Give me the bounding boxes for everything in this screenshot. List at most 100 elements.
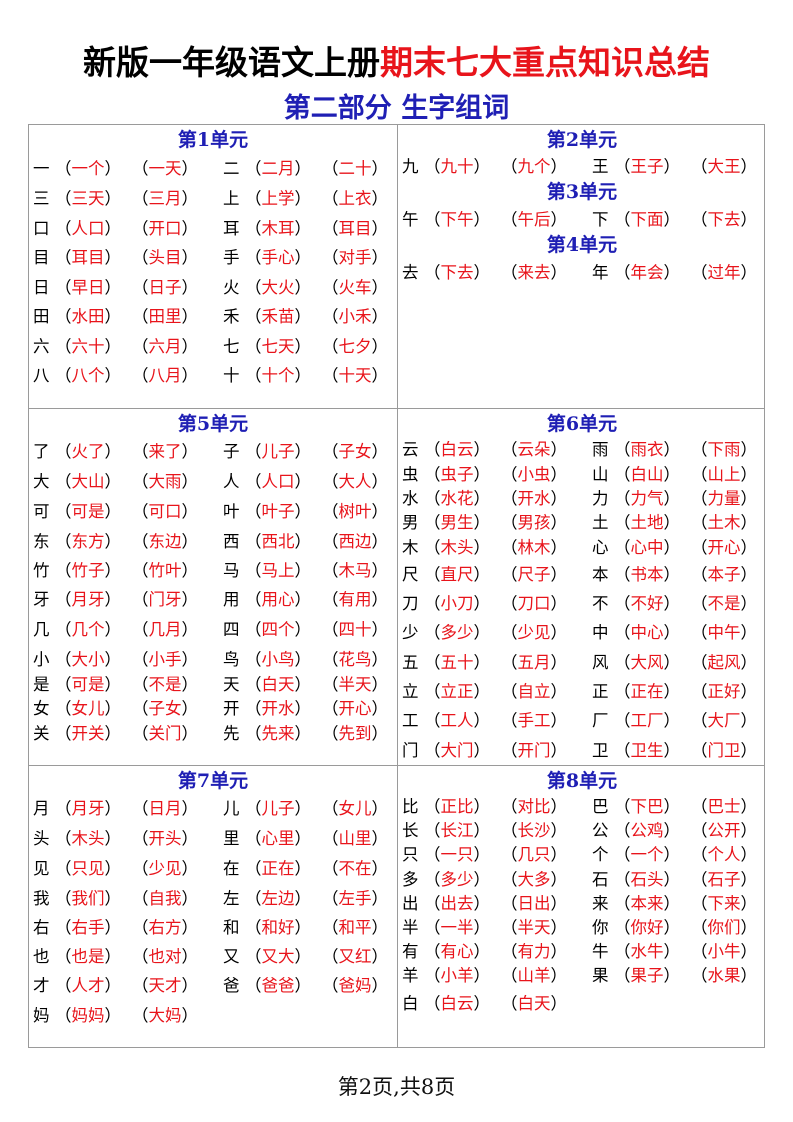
word: 工厂 bbox=[630, 711, 664, 730]
vocab-entry: 卫 （卫生） （门卫） bbox=[592, 739, 768, 763]
vocab-row: 长 （长江） （长沙） 公 （公鸡） （公开） bbox=[402, 819, 766, 843]
character: 左 bbox=[223, 889, 240, 908]
character: 见 bbox=[33, 859, 50, 878]
word: 用心 bbox=[261, 590, 295, 609]
vocab-entry: 儿 （儿子） （女儿） bbox=[223, 797, 399, 821]
word-group: （下午） bbox=[424, 210, 490, 229]
word-group: （下面） bbox=[614, 210, 680, 229]
character: 公 bbox=[592, 821, 609, 840]
word-group: （中心） bbox=[614, 623, 680, 642]
title-red-part: 期末七大重点知识总结 bbox=[380, 43, 710, 82]
vocab-entry: 日 （早日） （日子） bbox=[33, 276, 209, 300]
vocab-row: 八 （八个） （八月） 十 （十个） （十天） bbox=[33, 364, 397, 388]
word: 人口 bbox=[71, 219, 105, 238]
word: 山上 bbox=[707, 465, 741, 484]
word-group: （门牙） bbox=[132, 590, 198, 609]
word-group: （竹子） bbox=[55, 561, 121, 580]
word-group: （田里） bbox=[132, 307, 198, 326]
word-group: （人口） bbox=[55, 219, 121, 238]
word-group: （大王） bbox=[691, 157, 757, 176]
word-group: （小羊） bbox=[424, 966, 490, 985]
word: 竹子 bbox=[71, 561, 105, 580]
word-group: （四十） bbox=[322, 620, 388, 639]
character: 马 bbox=[223, 561, 240, 580]
character: 儿 bbox=[223, 799, 240, 818]
character: 才 bbox=[33, 976, 50, 995]
character: 西 bbox=[223, 532, 240, 551]
word: 白天 bbox=[261, 675, 295, 694]
word: 王子 bbox=[630, 157, 664, 176]
word-group: （林木） bbox=[501, 538, 567, 557]
word-group: （六十） bbox=[55, 337, 121, 356]
word-group: （大门） bbox=[424, 741, 490, 760]
word-group: （白云） bbox=[424, 440, 490, 459]
word: 小刀 bbox=[440, 594, 474, 613]
word: 七天 bbox=[261, 337, 295, 356]
character: 女 bbox=[33, 699, 50, 718]
word: 树叶 bbox=[338, 502, 372, 521]
word-group: （下去） bbox=[691, 210, 757, 229]
vocab-entry: 心 （心中） （开心） bbox=[592, 536, 768, 560]
word: 也是 bbox=[71, 947, 105, 966]
word-group: （尺子） bbox=[501, 565, 567, 584]
vocabulary-table: 第1单元一 （一个） （一天） 二 （二月） （二十） 三 （三天） （三月） 上 （上学） （上衣）… bbox=[28, 124, 765, 1048]
character: 半 bbox=[402, 918, 419, 937]
word: 土木 bbox=[707, 513, 741, 532]
vocab-entry: 才 （人才） （天才） bbox=[33, 974, 209, 998]
vocab-row: 牙 （月牙） （门牙） 用 （用心） （有用） bbox=[33, 588, 397, 612]
word: 巴士 bbox=[707, 797, 741, 816]
vocab-entry: 风 （大风） （起风） bbox=[592, 651, 768, 675]
word-group: （大妈） bbox=[132, 1006, 198, 1025]
character: 耳 bbox=[223, 219, 240, 238]
word: 左边 bbox=[261, 889, 295, 908]
word: 石头 bbox=[630, 870, 664, 889]
word-group: （午后） bbox=[501, 210, 567, 229]
vocab-entry: 正 （正在） （正好） bbox=[592, 680, 768, 704]
word-group: （心中） bbox=[614, 538, 680, 557]
vocab-entry: 又 （又大） （又红） bbox=[223, 945, 399, 969]
word-group: （山羊） bbox=[501, 966, 567, 985]
word: 土地 bbox=[630, 513, 664, 532]
word-group: （出去） bbox=[424, 894, 490, 913]
vocab-entry: 白 （白云） （白天） bbox=[402, 992, 578, 1016]
word: 下巴 bbox=[630, 797, 664, 816]
word-group: （山上） bbox=[691, 465, 757, 484]
word-group: （公鸡） bbox=[614, 821, 680, 840]
vocab-row: 口 （人口） （开口） 耳 （木耳） （耳目） bbox=[33, 217, 397, 241]
vocab-row: 三 （三天） （三月） 上 （上学） （上衣） bbox=[33, 187, 397, 211]
word: 小鸟 bbox=[261, 650, 295, 669]
character: 在 bbox=[223, 859, 240, 878]
vocab-entry: 七 （七天） （七夕） bbox=[223, 335, 399, 359]
word-group: （开水） bbox=[245, 699, 311, 718]
word: 右手 bbox=[71, 918, 105, 937]
vocab-row: 女 （女儿） （子女） 开 （开水） （开心） bbox=[33, 697, 397, 721]
character: 关 bbox=[33, 724, 50, 743]
word-group: （女儿） bbox=[55, 699, 121, 718]
vocab-entry: 几 （几个） （几月） bbox=[33, 618, 209, 642]
vocab-entry: 出 （出去） （日出） bbox=[402, 892, 578, 916]
word-group: （大风） bbox=[614, 653, 680, 672]
word-group: （大厂） bbox=[691, 711, 757, 730]
character: 里 bbox=[223, 829, 240, 848]
word: 日出 bbox=[517, 894, 551, 913]
word: 开口 bbox=[148, 219, 182, 238]
word-group: （几个） bbox=[55, 620, 121, 639]
word: 大人 bbox=[338, 472, 372, 491]
word: 云朵 bbox=[517, 440, 551, 459]
word: 西北 bbox=[261, 532, 295, 551]
character: 三 bbox=[33, 189, 50, 208]
word: 不是 bbox=[707, 594, 741, 613]
word: 可是 bbox=[71, 502, 105, 521]
word-group: （火车） bbox=[322, 278, 388, 297]
vocab-row: 有 （有心） （有力） 牛 （水牛） （小牛） bbox=[402, 940, 766, 964]
word-group: （对手） bbox=[322, 248, 388, 267]
word-group: （人才） bbox=[55, 976, 121, 995]
word-group: （月牙） bbox=[55, 590, 121, 609]
word: 下午 bbox=[440, 210, 474, 229]
word-group: （开心） bbox=[322, 699, 388, 718]
word-group: （雨衣） bbox=[614, 440, 680, 459]
word-group: （六月） bbox=[132, 337, 198, 356]
word-group: （一只） bbox=[424, 845, 490, 864]
character: 可 bbox=[33, 502, 50, 521]
word-group: （木头） bbox=[424, 538, 490, 557]
